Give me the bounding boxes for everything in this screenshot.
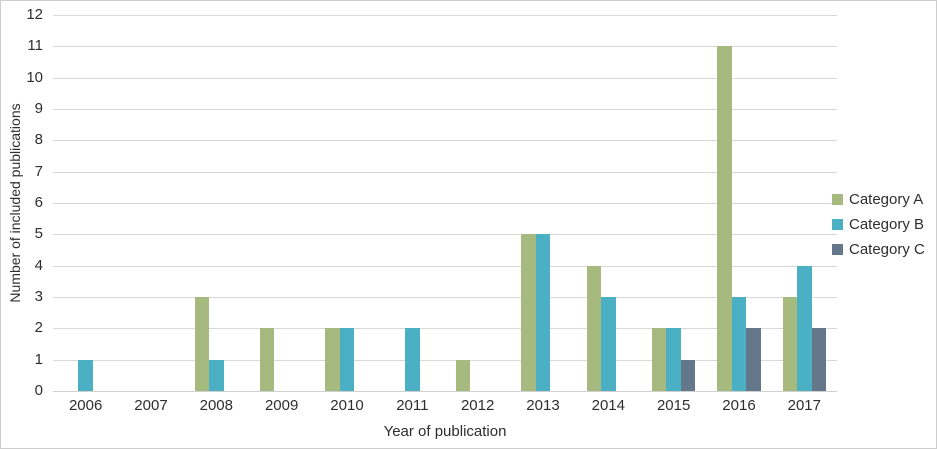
plot-area — [53, 15, 837, 392]
gridline — [53, 15, 837, 16]
bar-category-b-2006 — [78, 359, 93, 391]
gridline — [53, 171, 837, 173]
x-tick-label: 2014 — [591, 397, 625, 414]
gridline — [53, 203, 837, 204]
y-tick-label: 2 — [34, 319, 43, 337]
x-tick-label: 2013 — [526, 397, 560, 414]
y-tick-label: 7 — [34, 162, 43, 180]
bar-category-b-2008 — [209, 359, 224, 391]
bar-category-b-2014 — [601, 297, 616, 391]
y-tick-label: 5 — [34, 225, 43, 243]
y-axis-tick-labels: 0 1 2 3 4 5 6 7 8 9 10 11 12 — [1, 1, 43, 448]
legend-item-category-c: Category C — [832, 237, 925, 262]
x-axis-title: Year of publication — [383, 423, 507, 440]
x-tick-label: 2008 — [199, 397, 233, 414]
bar-category-b-2017 — [797, 265, 812, 391]
y-tick-label: 9 — [34, 100, 43, 117]
bar-category-a-2013 — [521, 234, 536, 391]
legend: Category A Category B Category C — [832, 187, 925, 262]
x-tick-label: 2010 — [330, 397, 364, 414]
bar-category-b-2013 — [535, 234, 551, 391]
x-tick-label: 2012 — [460, 397, 495, 414]
bar-category-a-2016 — [717, 46, 732, 391]
legend-swatch-icon — [832, 219, 843, 230]
x-tick-label: 2007 — [134, 397, 168, 414]
bar-category-a-2017 — [782, 297, 798, 391]
legend-label: Category A — [849, 191, 924, 208]
bar-category-a-2010 — [325, 328, 340, 391]
legend-swatch-icon — [832, 244, 843, 255]
bar-category-a-2015 — [651, 328, 667, 391]
gridline — [53, 359, 837, 361]
legend-swatch-icon — [832, 194, 843, 205]
legend-item-category-b: Category B — [832, 212, 925, 237]
x-tick-label: 2011 — [396, 397, 429, 414]
gridline — [53, 77, 837, 79]
legend-item-category-a: Category A — [832, 187, 925, 212]
gridline — [53, 297, 837, 298]
x-tick-label: 2016 — [722, 397, 756, 414]
y-tick-label: 3 — [34, 288, 43, 305]
gridline — [53, 140, 837, 142]
y-tick-label: 6 — [34, 194, 43, 211]
gridline — [53, 234, 837, 236]
y-tick-label: 1 — [34, 350, 43, 368]
bar-category-c-2015 — [680, 359, 696, 391]
gridline — [53, 46, 837, 48]
y-tick-label: 12 — [26, 6, 43, 23]
y-tick-label: 0 — [34, 382, 43, 399]
bar-category-b-2016 — [731, 297, 747, 391]
bar-category-c-2017 — [811, 328, 827, 391]
legend-label: Category B — [849, 216, 925, 233]
bar-category-b-2010 — [339, 328, 355, 391]
bar-category-b-2015 — [666, 328, 681, 391]
bar-category-a-2008 — [194, 297, 210, 391]
y-tick-label: 10 — [26, 68, 43, 86]
x-axis-line — [53, 391, 837, 392]
x-tick-label: 2015 — [656, 397, 691, 414]
gridline — [53, 265, 837, 267]
x-tick-label: 2009 — [264, 397, 299, 414]
y-tick-label: 8 — [34, 131, 43, 149]
gridline — [53, 328, 837, 330]
bar-category-b-2011 — [405, 328, 420, 391]
bar-category-a-2014 — [586, 265, 602, 391]
x-tick-label: 2017 — [787, 397, 821, 414]
gridline — [53, 109, 837, 110]
x-tick-label: 2006 — [68, 397, 103, 414]
y-tick-label: 4 — [34, 256, 43, 274]
y-tick-label: 11 — [27, 37, 43, 55]
bar-category-c-2016 — [746, 328, 761, 391]
bar-category-a-2009 — [259, 328, 275, 391]
bar-category-a-2012 — [455, 359, 471, 391]
legend-label: Category C — [849, 241, 925, 258]
